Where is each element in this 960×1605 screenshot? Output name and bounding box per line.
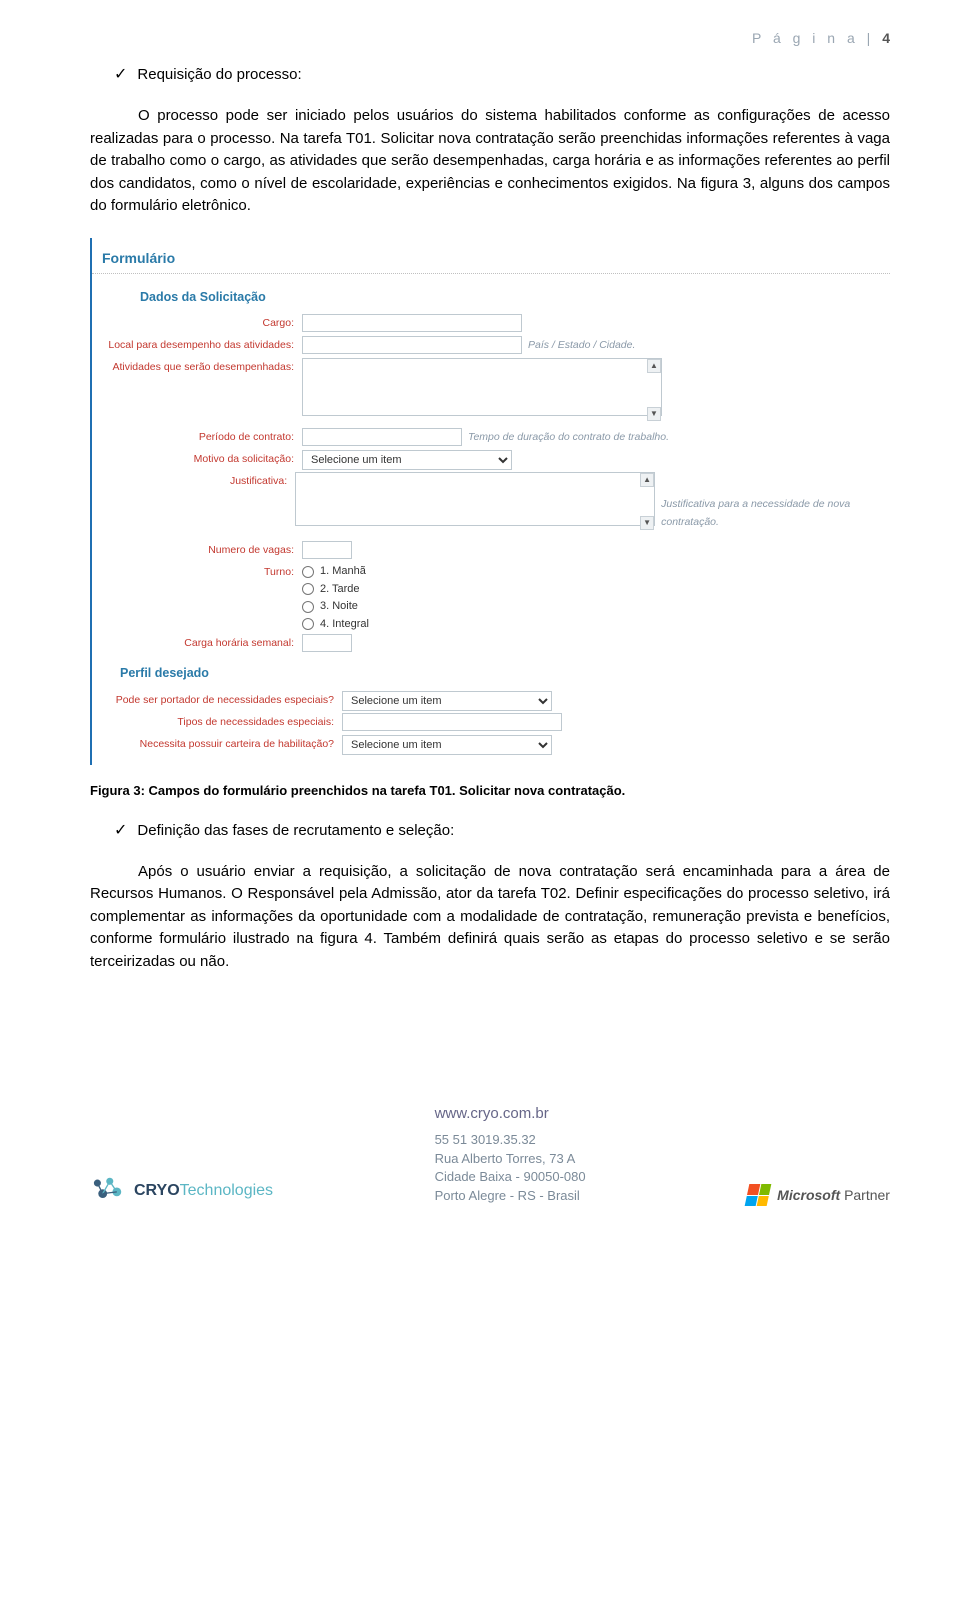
select-cnh[interactable]: Selecione um item xyxy=(342,735,552,755)
footer-logo-block: CRYOTechnologies xyxy=(90,1176,273,1206)
scroll-down-icon[interactable]: ▼ xyxy=(640,516,654,530)
input-cargo[interactable] xyxy=(302,314,522,332)
input-periodo[interactable] xyxy=(302,428,462,446)
radio-turno-2[interactable]: 2. Tarde xyxy=(302,581,369,598)
input-tipos-necessidades[interactable] xyxy=(342,713,562,731)
footer-ms-partner: Microsoft Partner xyxy=(747,1184,890,1206)
cryo-brand-text: CRYOTechnologies xyxy=(134,1179,273,1203)
input-local[interactable] xyxy=(302,336,522,354)
footer-address-3: Porto Alegre - RS - Brasil xyxy=(435,1187,586,1206)
label-atividades: Atividades que serão desempenhadas: xyxy=(92,358,302,376)
label-necessidades: Pode ser portador de necessidades especi… xyxy=(92,691,342,709)
cryo-logo-icon xyxy=(90,1176,126,1206)
form-title: Formulário xyxy=(92,238,890,274)
hint-local: País / Estado / Cidade. xyxy=(528,336,635,354)
label-turno: Turno: xyxy=(92,563,302,581)
input-numvagas[interactable] xyxy=(302,541,352,559)
label-justificativa: Justificativa: xyxy=(92,472,295,490)
section-heading-requisicao: ✓ Requisição do processo: xyxy=(114,63,890,87)
check-icon: ✓ xyxy=(114,819,127,843)
label-carga: Carga horária semanal: xyxy=(92,634,302,652)
select-motivo[interactable]: Selecione um item xyxy=(302,450,512,470)
ms-partner-text: Microsoft Partner xyxy=(777,1185,890,1206)
page-footer: CRYOTechnologies www.cryo.com.br 55 51 3… xyxy=(90,1093,890,1206)
figure-caption-3: Figura 3: Campos do formulário preenchid… xyxy=(90,781,890,801)
hint-justificativa: Justificativa para a necessidade de nova… xyxy=(661,495,890,531)
paragraph-requisicao: O processo pode ser iniciado pelos usuár… xyxy=(90,105,890,218)
radio-turno-1[interactable]: 1. Manhã xyxy=(302,563,369,580)
footer-address-2: Cidade Baixa - 90050-080 xyxy=(435,1168,586,1187)
radio-group-turno: 1. Manhã 2. Tarde 3. Noite 4. Integral xyxy=(302,563,369,632)
check-icon: ✓ xyxy=(114,63,127,87)
scroll-up-icon[interactable]: ▲ xyxy=(647,359,661,373)
radio-turno-3[interactable]: 3. Noite xyxy=(302,598,369,615)
paragraph-definicao: Após o usuário enviar a requisição, a so… xyxy=(90,861,890,974)
section-heading-definicao: ✓ Definição das fases de recrutamento e … xyxy=(114,819,890,843)
microsoft-logo-icon xyxy=(745,1184,772,1206)
label-numvagas: Numero de vagas: xyxy=(92,541,302,559)
form-section-dados: Dados da Solicitação xyxy=(92,280,890,313)
footer-website: www.cryo.com.br xyxy=(435,1103,586,1125)
label-cargo: Cargo: xyxy=(92,314,302,332)
page-number: 4 xyxy=(882,30,890,46)
select-necessidades[interactable]: Selecione um item xyxy=(342,691,552,711)
label-motivo: Motivo da solicitação: xyxy=(92,450,302,468)
scroll-down-icon[interactable]: ▼ xyxy=(647,407,661,421)
label-periodo: Período de contrato: xyxy=(92,428,302,446)
footer-phone: 55 51 3019.35.32 xyxy=(435,1131,586,1150)
scroll-up-icon[interactable]: ▲ xyxy=(640,473,654,487)
label-local: Local para desempenho das atividades: xyxy=(92,336,302,354)
form-screenshot: Formulário Dados da Solicitação Cargo: L… xyxy=(90,238,890,766)
textarea-atividades[interactable] xyxy=(302,358,662,416)
section-heading-text: Requisição do processo: xyxy=(137,64,301,87)
section-heading-text: Definição das fases de recrutamento e se… xyxy=(137,820,454,843)
page-number-header: P á g i n a | 4 xyxy=(90,28,890,49)
footer-address-1: Rua Alberto Torres, 73 A xyxy=(435,1150,586,1169)
label-tipos-necessidades: Tipos de necessidades especiais: xyxy=(92,713,342,731)
hint-periodo: Tempo de duração do contrato de trabalho… xyxy=(468,428,669,446)
label-cnh: Necessita possuir carteira de habilitaçã… xyxy=(92,735,342,753)
textarea-justificativa[interactable] xyxy=(295,472,655,526)
radio-turno-4[interactable]: 4. Integral xyxy=(302,616,369,633)
page-label: P á g i n a | xyxy=(752,30,874,46)
input-carga[interactable] xyxy=(302,634,352,652)
footer-contact: www.cryo.com.br 55 51 3019.35.32 Rua Alb… xyxy=(435,1103,586,1206)
form-section-perfil: Perfil desejado xyxy=(92,656,890,689)
